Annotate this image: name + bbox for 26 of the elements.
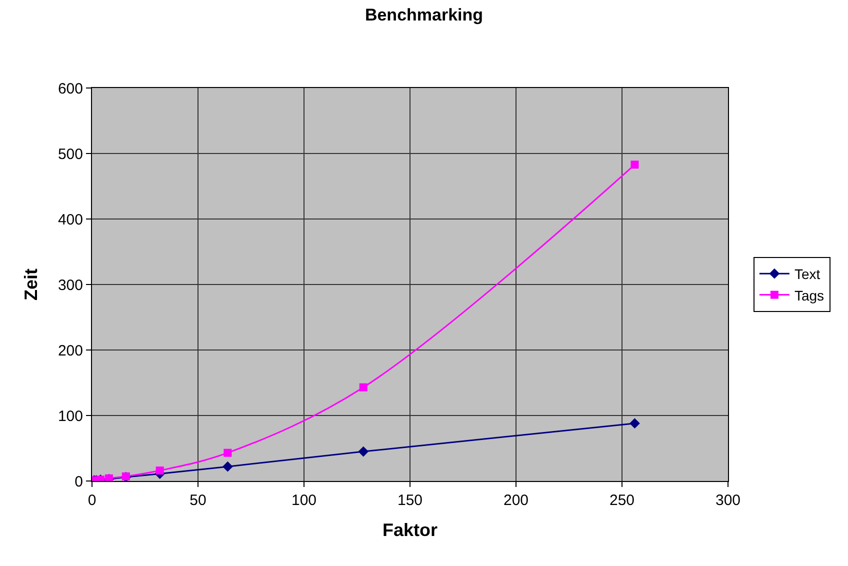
- legend-label: Text: [794, 266, 820, 282]
- point: [358, 446, 369, 457]
- y-tick-label: 500: [58, 146, 83, 163]
- x-tick-label: 300: [715, 492, 741, 509]
- y-tick-label: 600: [58, 80, 83, 98]
- y-tick-label: 0: [74, 473, 83, 490]
- y-tick-label: 200: [58, 342, 83, 360]
- point: [222, 461, 233, 472]
- point: [630, 160, 639, 169]
- x-tick-label: 150: [397, 492, 423, 509]
- x-tick-label: 0: [88, 492, 96, 509]
- legend-label: Tags: [794, 287, 824, 304]
- x-axis-title: Faktor: [382, 520, 438, 540]
- point: [630, 418, 640, 429]
- y-tick-label: 400: [58, 211, 83, 228]
- point: [224, 448, 232, 457]
- point: [359, 383, 368, 392]
- x-tick-label: 250: [609, 492, 635, 509]
- chart-title: Benchmarking: [364, 5, 484, 24]
- x-tick-label: 50: [190, 492, 206, 509]
- point: [156, 466, 164, 475]
- y-tick-label: 100: [58, 408, 83, 425]
- y-tick-label: 300: [58, 276, 83, 294]
- y-axis-title: Zeit: [21, 268, 42, 301]
- x-tick-label: 100: [291, 492, 317, 509]
- x-tick-label: 200: [503, 492, 529, 509]
